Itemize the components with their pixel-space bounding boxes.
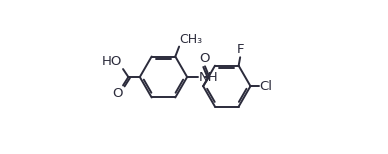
Text: HO: HO [102,55,122,68]
Text: O: O [112,87,122,100]
Text: CH₃: CH₃ [180,33,203,46]
Text: F: F [236,43,244,56]
Text: O: O [199,52,210,65]
Text: NH: NH [199,71,218,84]
Text: Cl: Cl [259,80,272,93]
